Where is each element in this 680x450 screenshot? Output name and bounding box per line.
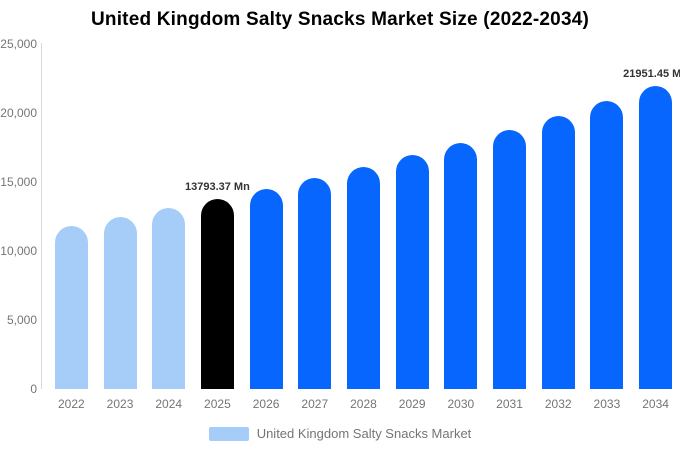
bar-2033[interactable] (590, 101, 624, 389)
bar-2031[interactable] (493, 129, 527, 389)
bar-slot-2033 (583, 44, 632, 389)
x-tick-label-2023: 2023 (106, 397, 134, 411)
y-tick-label: 5,000 (6, 313, 37, 327)
bars-row: 13793.37 Mn 21951.45 Mn (47, 44, 680, 389)
bar-2029[interactable] (395, 155, 429, 389)
bar-slot-2030 (437, 44, 486, 389)
bar-2023[interactable] (103, 217, 137, 389)
x-tick-label-2032: 2032 (544, 397, 572, 411)
y-axis: 0 5,000 10,000 15,000 20,000 25,000 (0, 0, 37, 450)
bar-value-label-2025: 13793.37 Mn (184, 180, 250, 193)
x-tick-label-2030: 2030 (447, 397, 475, 411)
bar-2027[interactable] (298, 177, 332, 389)
bar-2028[interactable] (346, 166, 380, 389)
bar-slot-2027 (290, 44, 339, 389)
bar-2034[interactable] (639, 86, 673, 389)
x-tick-label-2028: 2028 (350, 397, 377, 411)
x-tick-label-2024: 2024 (155, 397, 183, 411)
legend[interactable]: United Kingdom Salty Snacks Market (0, 426, 680, 441)
bar-slot-2031 (485, 44, 534, 389)
chart-title: United Kingdom Salty Snacks Market Size … (90, 9, 590, 30)
legend-swatch-icon (208, 426, 249, 441)
bar-slot-2029 (388, 44, 437, 389)
x-tick-label-2025: 2025 (204, 397, 231, 411)
bar-slot-2025: 13793.37 Mn (185, 44, 250, 389)
y-tick-label: 20,000 (0, 106, 37, 120)
bar-slot-2032 (534, 44, 583, 389)
y-axis-line (41, 43, 42, 389)
x-axis: 2022 2023 2024 2025 2026 2027 2028 2029 2030 2031… (47, 397, 680, 413)
bar-slot-2023 (96, 44, 145, 389)
bar-2032[interactable] (541, 115, 575, 389)
bar-slot-2028 (339, 44, 388, 389)
y-tick-label: 0 (30, 382, 37, 396)
bar-slot-2034: 21951.45 Mn (623, 44, 680, 389)
x-tick-label-2031: 2031 (496, 397, 523, 411)
x-tick-label-2034: 2034 (642, 397, 669, 411)
y-tick-label: 15,000 (0, 175, 37, 189)
bar-slot-2022 (47, 44, 96, 389)
x-tick-label-2026: 2026 (252, 397, 280, 411)
y-tick-label: 25,000 (0, 37, 37, 51)
bar-slot-2024 (144, 44, 193, 389)
plot-area: 13793.37 Mn 21951.45 Mn (42, 44, 680, 389)
x-tick-label-2022: 2022 (57, 397, 85, 411)
bar-2026[interactable] (249, 188, 283, 389)
bar-2025[interactable] (200, 198, 234, 389)
x-tick-label-2027: 2027 (301, 397, 329, 411)
bar-value-label-2034: 21951.45 Mn (623, 68, 680, 81)
x-tick-label-2033: 2033 (593, 397, 621, 411)
y-tick-label: 10,000 (0, 244, 37, 258)
bar-2024[interactable] (152, 208, 186, 389)
bar-2030[interactable] (444, 142, 478, 389)
x-tick-label-2029: 2029 (398, 397, 426, 411)
bar-2022[interactable] (54, 226, 88, 389)
bar-slot-2026 (242, 44, 291, 389)
legend-label: United Kingdom Salty Snacks Market (256, 426, 472, 441)
